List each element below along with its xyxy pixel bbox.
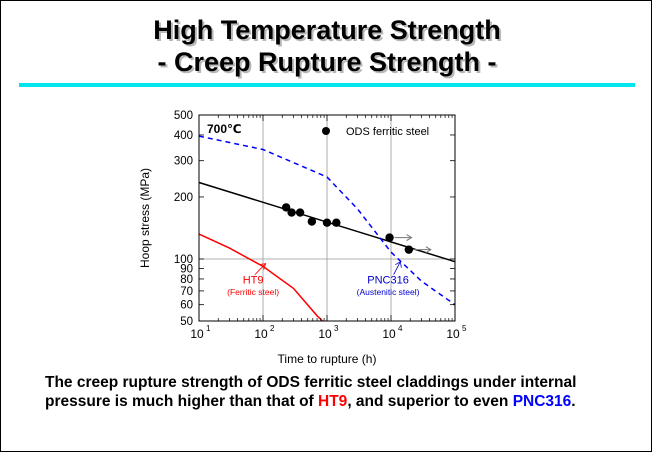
caption: The creep rupture strength of ODS ferrit… (45, 373, 635, 411)
caption-text-2: , and superior to even (347, 393, 513, 410)
pnc316-sublabel: (Austenitic steel) (357, 287, 420, 297)
runout-arrowhead (425, 246, 432, 254)
ht9-curve (198, 233, 324, 322)
slide-subtitle: - Creep Rupture Strength - (157, 47, 497, 77)
ods-data-point (404, 245, 414, 254)
ods-data-point (281, 203, 291, 212)
legend-marker (322, 127, 330, 135)
caption-text-3: . (571, 393, 576, 410)
pnc316-pointer-arrow (393, 261, 401, 275)
ods-data-point (322, 218, 332, 227)
y-tick-label: 50 (180, 316, 193, 328)
pnc316-pointer-arrowhead (395, 261, 402, 268)
legend-label: ODS ferritic steel (346, 126, 429, 138)
creep-rupture-chart: 10 1 10 2 10 3 10 4 10 55004003002001009080706050… (138, 110, 467, 366)
x-tick-label: 10 (190, 327, 204, 341)
grid-lines (199, 115, 455, 321)
ods-data-point (332, 218, 341, 227)
x-axis-label: Time to rupture (h) (278, 352, 377, 366)
ht9-sublabel: (Ferritic steel) (227, 287, 279, 297)
y-tick-label: 70 (180, 286, 193, 298)
x-tick-exponent: 1 (206, 324, 211, 333)
x-tick-label: 10 (318, 327, 332, 341)
ht9-pointer-arrowhead (259, 263, 267, 270)
y-tick-label: 400 (174, 130, 193, 142)
caption-text-1: The creep rupture strength of ODS ferrit… (45, 374, 577, 410)
ht9-pointer-arrow (254, 263, 266, 275)
ods-data-point (287, 208, 296, 217)
slide-title: High Temperature Strength (153, 15, 501, 45)
temperature-label: 700℃ (207, 122, 242, 136)
ods-data-point (307, 217, 317, 226)
y-tick-label: 200 (174, 192, 193, 204)
y-tick-label: 500 (174, 110, 193, 122)
y-axis-label: Hoop stress (MPa) (138, 168, 152, 268)
title-divider (19, 83, 635, 87)
y-tick-label: 80 (180, 274, 193, 286)
x-tick-exponent: 2 (270, 324, 275, 333)
x-tick-label: 10 (382, 327, 396, 341)
y-tick-label: 300 (174, 156, 193, 168)
x-tick-exponent: 5 (462, 324, 467, 333)
x-tick-label: 10 (254, 327, 268, 341)
ods-data-point (295, 208, 305, 217)
x-tick-label: 10 (446, 327, 460, 341)
caption-pnc316: PNC316 (512, 393, 572, 410)
x-tick-exponent: 3 (334, 324, 339, 333)
y-tick-label: 100 (174, 254, 193, 266)
data-points (281, 203, 432, 254)
y-tick-label: 90 (180, 263, 193, 275)
pnc316-label: PNC316 (367, 275, 409, 287)
caption-ht9: HT9 (318, 393, 348, 410)
ht9-label: HT9 (243, 275, 264, 287)
runout-arrowhead (406, 234, 413, 242)
x-tick-exponent: 4 (398, 324, 403, 333)
y-tick-label: 60 (180, 300, 193, 312)
pnc316-curve (198, 135, 456, 306)
ods-data-point (385, 233, 394, 242)
